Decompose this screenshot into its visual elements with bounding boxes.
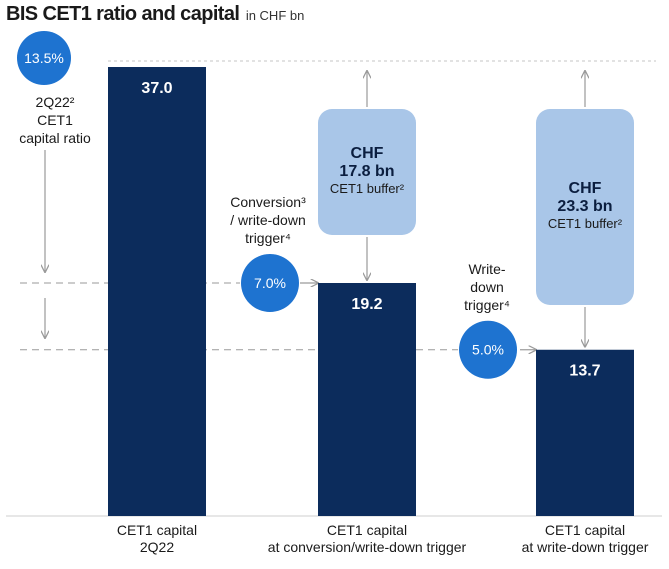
ratio-note-2-line-3: trigger⁴ xyxy=(245,230,291,246)
category-label-2-line-1: CET1 capital xyxy=(327,522,407,538)
ratio-circle-1 xyxy=(17,31,71,85)
ratio-note-2-line-1: Conversion³ xyxy=(230,194,306,210)
ratio-note-3-line-2: down xyxy=(470,279,503,295)
ratio-note-3-line-3: trigger⁴ xyxy=(464,297,510,313)
buffer-caption-1: CET1 buffer² xyxy=(330,181,405,196)
buffer-amount-1: 17.8 bn xyxy=(339,163,394,180)
category-label-3-line-1: CET1 capital xyxy=(545,522,625,538)
bar-3 xyxy=(536,349,634,516)
bar-value-label-3: 13.7 xyxy=(569,363,600,380)
ratio-label-2: 7.0% xyxy=(254,275,286,291)
bar-value-label-2: 19.2 xyxy=(351,296,382,313)
bar-1 xyxy=(108,67,206,516)
category-label-1-line-1: CET1 capital xyxy=(117,522,197,538)
buffer-currency-1: CHF xyxy=(351,145,384,162)
ratio-note-2-line-2: / write-down xyxy=(230,212,305,228)
ratio-circle-2 xyxy=(241,254,299,313)
buffer-caption-2: CET1 buffer² xyxy=(548,216,623,231)
chart-header: BIS CET1 ratio and capital in CHF bn xyxy=(6,3,304,26)
chart-unit: in CHF bn xyxy=(245,8,305,23)
category-label-1-line-2: 2Q22 xyxy=(140,539,174,555)
buffer-box-2 xyxy=(536,109,634,305)
buffer-amount-2: 23.3 bn xyxy=(557,198,612,215)
ratio-circle-3 xyxy=(459,320,517,379)
ratio-note-1-line-3: capital ratio xyxy=(19,130,91,146)
ratio-label-3: 5.0% xyxy=(472,342,504,358)
bar-2 xyxy=(318,283,416,516)
buffer-currency-2: CHF xyxy=(569,180,602,197)
chart-title: BIS CET1 ratio and capital xyxy=(6,3,240,25)
buffer-box-1 xyxy=(318,109,416,235)
category-label-2-line-2: at conversion/write-down trigger xyxy=(268,539,467,555)
ratio-note-3-line-1: Write- xyxy=(468,261,505,277)
ratio-label-1: 13.5% xyxy=(24,50,64,66)
bar-value-label-1: 37.0 xyxy=(141,80,172,97)
category-label-3-line-2: at write-down trigger xyxy=(522,539,649,555)
ratio-note-1-line-2: CET1 xyxy=(37,112,73,128)
ratio-note-1-line-1: 2Q22² xyxy=(36,94,75,110)
